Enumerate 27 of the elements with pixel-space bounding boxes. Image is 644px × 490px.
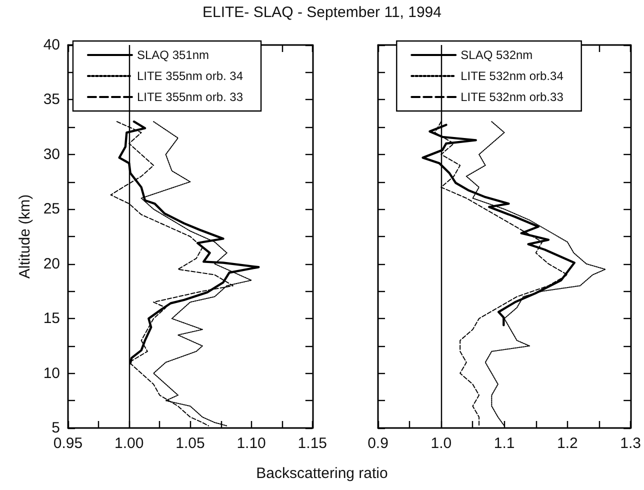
- x-tick-label: 1.00: [114, 435, 144, 452]
- x-tick-label: 1.05: [176, 435, 205, 452]
- legend-label: LITE 355nm orb. 33: [136, 90, 244, 104]
- legend-label: LITE 532nm orb.34: [460, 69, 564, 83]
- y-tick-label: 10: [43, 364, 60, 382]
- x-tick-label: 1.1: [494, 435, 515, 452]
- x-tick-label: 1.10: [236, 435, 266, 452]
- x-tick-label: 1.2: [557, 435, 578, 452]
- x-tick-label: 1.15: [298, 435, 328, 452]
- legend-label: SLAQ 532nm: [460, 48, 533, 62]
- y-tick-label: 40: [43, 36, 60, 54]
- y-tick-label: 15: [43, 310, 60, 328]
- y-tick-label: 25: [43, 200, 60, 218]
- legend-label: LITE 532nm orb.33: [460, 90, 564, 104]
- legend-label: LITE 355nm orb. 34: [136, 69, 244, 83]
- x-tick-label: 1.0: [430, 435, 452, 452]
- y-tick-label: 35: [43, 91, 60, 108]
- y-tick-label: 20: [43, 255, 60, 272]
- y-axis-title: Altitude (km): [16, 194, 34, 279]
- y-tick-label: 5: [52, 420, 60, 436]
- x-tick-label: 0.95: [53, 435, 83, 452]
- x-tick-label: 0.9: [368, 435, 388, 452]
- x-tick-label: 1.3: [620, 435, 642, 452]
- x-axis-title: Backscattering ratio: [255, 465, 389, 482]
- legend-label: SLAQ 351nm: [136, 48, 210, 62]
- y-tick-label: 30: [43, 146, 60, 163]
- chart-title: ELITE- SLAQ - September 11, 1994: [201, 4, 442, 21]
